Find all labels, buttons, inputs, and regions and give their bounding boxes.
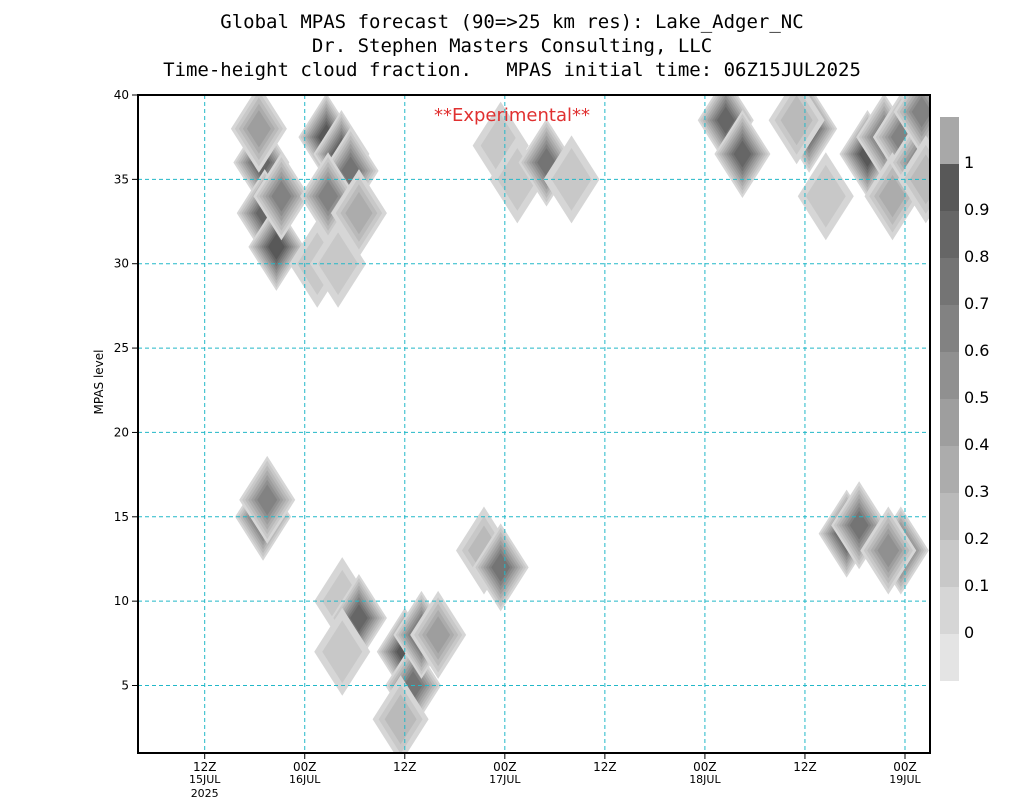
colorbar-swatch-5 [940,352,959,399]
x-date-label-7: 19JUL [889,773,921,786]
x-tick-label-5: 00Z [693,760,717,774]
colorbar-label-4: 0.4 [964,435,989,454]
x-tick-label-1: 00Z [293,760,317,774]
x-tick-label-4: 12Z [593,760,617,774]
colorbar-swatch-10 [940,587,959,634]
cloud-contour-29-7 [257,484,278,516]
colorbar-swatch-1 [940,164,959,211]
grid-lines [138,95,930,753]
cloud-contour-14-8 [537,148,556,177]
cloud-contour-15-2 [551,148,592,211]
cloud-cell-19 [768,95,825,165]
cloud-contour-26-7 [911,96,930,128]
cloud-contour-7-8 [341,156,360,186]
y-axis-title: MPAS level [92,350,106,415]
x-tick-label-2: 12Z [393,760,417,774]
cloud-cell-12 [472,101,529,190]
cloud-cell-4 [230,95,287,173]
colorbar-label-1: 0.1 [964,576,989,595]
colorbar-label-2: 0.2 [964,529,989,548]
cloud-contour-31-9 [350,604,368,632]
colorbar-label-3: 0.3 [964,482,989,501]
cloud-contour-16-9 [716,106,735,134]
cloud-contour-12-2 [480,114,521,177]
colorbar-swatch-4 [940,305,959,352]
cloud-contour-43-6 [877,533,900,568]
x-tick-label-3: 00Z [493,760,517,774]
cloud-cell-16 [697,95,754,165]
y-tick-label-3: 20 [114,425,129,439]
x-tick-label-7: 00Z [893,760,917,774]
cloud-cell-15 [543,135,600,224]
colorbar-swatch-11 [940,634,959,681]
colorbar: 0 0.1 0.2 0.3 0.4 0.5 0.6 0.7 0.8 0.9 1 [940,117,989,681]
y-axis: 5 10 15 20 25 30 35 40 [114,88,138,693]
x-date-label-3: 17JUL [489,773,521,786]
cloud-fraction-field [230,95,930,753]
cloud-cell-14 [518,118,575,207]
cloud-contour-4-5 [246,110,271,148]
cloud-contour-27-3 [909,154,930,205]
cloud-cell-17 [714,110,771,199]
colorbar-swatch-3 [940,258,959,305]
colorbar-swatch-9 [940,540,959,587]
plot-frame [137,94,931,754]
colorbar-label-6: 0.6 [964,341,989,360]
colorbar-swatch-2 [940,211,959,258]
x-tick-label-0: 12Z [193,760,217,774]
x-date-label-0: 15JUL [189,773,221,786]
colorbar-label-7: 0.7 [964,294,989,313]
colorbar-label-5: 0.5 [964,388,989,407]
cloud-cell-3 [253,152,310,241]
y-tick-label-0: 5 [121,679,129,693]
cloud-cell-39 [472,523,529,612]
cloud-contour-11-2 [318,232,359,296]
cloud-cell-43 [860,506,917,595]
chart-header: Global MPAS forecast (90=>25 km res): La… [0,10,1024,82]
x-year-label-0: 2025 [191,787,219,800]
x-date-label-5: 18JUL [689,773,721,786]
cloud-cell-32 [314,607,371,696]
y-tick-label-1: 10 [114,594,129,608]
colorbar-swatch-8 [940,493,959,540]
cloud-contour-37-5 [426,616,451,654]
cloud-contour-2-10 [268,233,285,260]
colorbar-label-10: 1 [964,153,974,172]
cloud-contour-3-7 [271,180,292,212]
y-tick-label-2: 15 [114,510,129,524]
experimental-annotation: **Experimental** [434,105,590,126]
cloud-cell-11 [310,219,367,308]
cloud-contour-41-8 [849,510,869,540]
cloud-contour-20-2 [805,164,846,228]
cloud-contour-8-7 [318,180,339,212]
y-tick-label-4: 25 [114,341,129,355]
colorbar-label-9: 0.9 [964,200,989,219]
cloud-contour-24-4 [878,175,907,218]
x-date-label-1: 16JUL [289,773,321,786]
cloud-contour-36-3 [384,694,417,745]
x-tick-label-6: 12Z [793,760,817,774]
colorbar-label-0: 0 [964,623,974,642]
y-tick-label-5: 30 [114,257,129,271]
y-tick-label-6: 35 [114,172,129,186]
title-line-1: Global MPAS forecast (90=>25 km res): La… [220,11,804,33]
cloud-cell-29 [239,455,296,544]
colorbar-swatch-7 [940,446,959,493]
cloud-cell-20 [797,152,854,241]
cloud-contour-32-2 [322,620,363,684]
colorbar-swatch-0 [940,117,959,164]
y-tick-label-7: 40 [114,88,129,102]
title-line-3: Time-height cloud fraction. MPAS initial… [163,59,861,81]
colorbar-label-8: 0.8 [964,247,989,266]
cloud-cell-36 [372,675,429,753]
cloud-contour-9-4 [345,191,373,235]
title-line-2: Dr. Stephen Masters Consulting, LLC [311,35,713,57]
cloud-contour-17-9 [733,140,752,168]
cloud-cell-37 [410,590,467,679]
colorbar-swatch-6 [940,399,959,446]
